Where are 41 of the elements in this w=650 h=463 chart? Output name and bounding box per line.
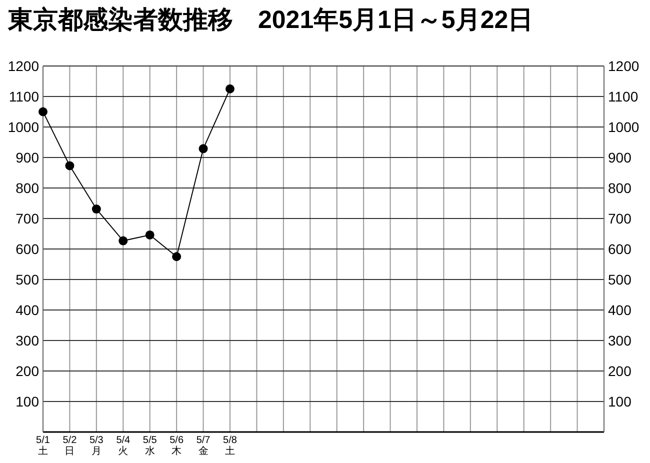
point xyxy=(198,144,208,154)
y-tick-label: 1000 xyxy=(8,119,40,135)
y2-tick-label: 300 xyxy=(608,332,632,348)
y-tick-label: 800 xyxy=(16,180,40,196)
y-tick-label: 300 xyxy=(16,332,40,348)
y-tick-label: 200 xyxy=(16,363,40,379)
x-tick-label: 5/3 月 xyxy=(89,435,104,457)
point xyxy=(92,204,101,214)
point xyxy=(145,230,154,240)
y2-tick-label: 500 xyxy=(608,272,632,288)
x-tick-label: 5/2 日 xyxy=(62,435,78,457)
y2-tick-label: 200 xyxy=(608,363,632,379)
x-tick-label: 5/6 木 xyxy=(170,435,184,457)
point xyxy=(118,236,128,246)
y-tick-label: 900 xyxy=(16,150,40,166)
y-tick-label: 400 xyxy=(16,302,40,318)
y-tick-label: 100 xyxy=(16,394,40,410)
y2-tick-label: 1100 xyxy=(608,88,638,104)
y2-tick-label: 700 xyxy=(608,210,632,226)
y-tick-label: 500 xyxy=(16,272,40,288)
y2-tick-label: 900 xyxy=(608,150,632,166)
y2-tick-label: 400 xyxy=(608,302,632,318)
x-tick-label: 5/7 金 xyxy=(196,435,211,457)
y2-tick-label: 1200 xyxy=(608,58,640,74)
x-tick-label: 5/8 土 xyxy=(223,435,238,457)
point xyxy=(226,84,234,94)
y-tick-label: 1200 xyxy=(8,58,40,74)
x-tick-label: 5/4 火 xyxy=(116,435,131,457)
x-tick-label: 5/5 水 xyxy=(142,435,158,457)
y-tick-label: 1100 xyxy=(8,88,40,104)
y2-tick-label: 1000 xyxy=(608,119,640,135)
point xyxy=(172,252,182,262)
y-tick-label: 600 xyxy=(16,241,40,257)
y2-tick-label: 800 xyxy=(608,180,632,196)
chart-title: 東京都感染者数推移 2021年5月1日～5月22日 xyxy=(7,6,534,34)
point xyxy=(38,107,48,116)
y-tick-label: 700 xyxy=(16,210,40,226)
y2-tick-label: 600 xyxy=(608,241,632,257)
y2-tick-label: 100 xyxy=(608,394,632,410)
point xyxy=(65,161,74,170)
x-tick-label: 5/1 土 xyxy=(36,435,50,457)
